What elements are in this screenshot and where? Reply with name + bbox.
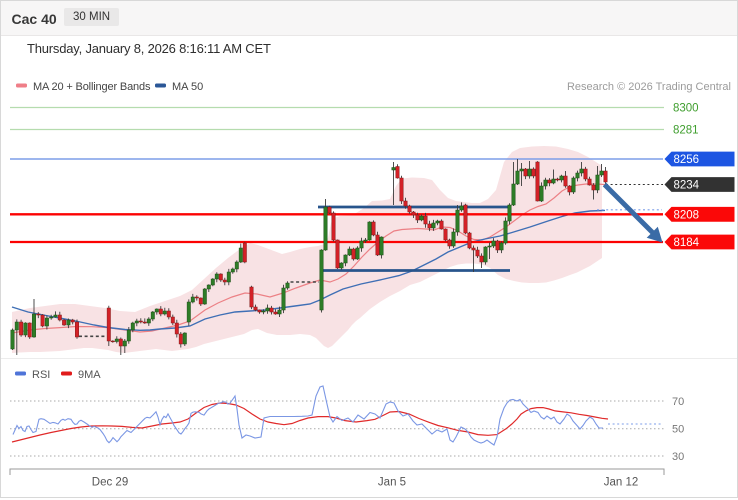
svg-text:MA 50: MA 50 bbox=[172, 81, 203, 93]
svg-text:70: 70 bbox=[672, 396, 684, 408]
svg-text:8184: 8184 bbox=[674, 237, 700, 249]
svg-text:8300: 8300 bbox=[673, 103, 699, 115]
svg-text:Research © 2026 Trading Centra: Research © 2026 Trading Central bbox=[567, 81, 731, 93]
svg-text:Jan 5: Jan 5 bbox=[378, 477, 406, 489]
svg-text:30: 30 bbox=[672, 451, 684, 463]
svg-text:8234: 8234 bbox=[674, 180, 700, 192]
svg-text:Dec 29: Dec 29 bbox=[92, 477, 128, 489]
svg-text:8256: 8256 bbox=[674, 154, 700, 166]
svg-text:50: 50 bbox=[672, 424, 684, 436]
svg-text:9MA: 9MA bbox=[78, 369, 101, 381]
svg-text:RSI: RSI bbox=[32, 369, 50, 381]
svg-text:8281: 8281 bbox=[673, 125, 699, 137]
svg-text:MA 20 + Bollinger Bands: MA 20 + Bollinger Bands bbox=[33, 81, 151, 93]
svg-text:Jan 12: Jan 12 bbox=[604, 477, 639, 489]
svg-text:8208: 8208 bbox=[674, 210, 700, 222]
